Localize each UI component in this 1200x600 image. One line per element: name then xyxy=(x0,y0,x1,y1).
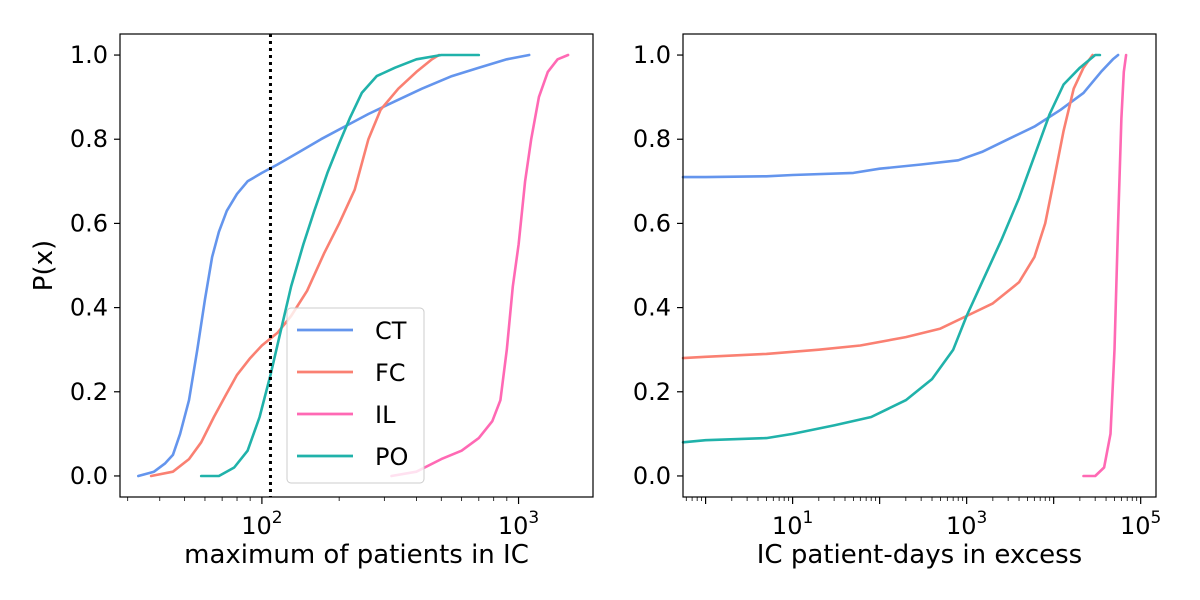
y-tick-label: 0.0 xyxy=(633,462,671,490)
right-x-axis-label: IC patient-days in excess xyxy=(757,540,1082,570)
y-tick-label: 0.6 xyxy=(70,209,108,237)
right-chart-panel: 0.0 0.2 0.4 0.6 0.8 1.0 101 103 105 IC patient-… xyxy=(633,33,1161,570)
y-tick-label: 0.4 xyxy=(70,294,108,322)
x-tick-label: 105 xyxy=(1120,508,1161,540)
legend: CT FC IL PO xyxy=(286,307,425,484)
x-tick-label: 102 xyxy=(241,508,282,540)
series-line-il xyxy=(1082,53,1128,478)
left-chart-panel: 0.0 0.2 0.4 0.6 0.8 1.0 102 103 maximum of pat… xyxy=(29,33,594,570)
legend-label-po: PO xyxy=(375,443,408,471)
series-line-ct xyxy=(137,53,531,478)
series-line-fc xyxy=(681,53,1094,360)
y-tick-label: 0.8 xyxy=(70,125,108,153)
right-plot-frame xyxy=(682,33,1157,498)
right-x-ticks: 101 103 105 xyxy=(685,497,1161,540)
series-line-il xyxy=(390,53,570,478)
left-y-axis-label: P(x) xyxy=(29,240,59,291)
y-tick-label: 0.0 xyxy=(70,462,108,490)
series-line-ct xyxy=(681,53,1120,179)
series-line-po xyxy=(199,53,481,478)
left-x-axis-label: maximum of patients in IC xyxy=(184,540,529,570)
x-tick-label: 101 xyxy=(772,508,813,540)
left-series-lines xyxy=(137,53,570,478)
series-line-po xyxy=(681,53,1102,444)
right-series-lines xyxy=(681,53,1128,478)
x-tick-label: 103 xyxy=(946,508,987,540)
y-tick-label: 0.8 xyxy=(633,125,671,153)
y-tick-label: 1.0 xyxy=(70,41,108,69)
y-tick-label: 1.0 xyxy=(633,41,671,69)
left-y-ticks: 0.0 0.2 0.4 0.6 0.8 1.0 xyxy=(70,41,120,490)
x-tick-label: 103 xyxy=(498,508,539,540)
legend-label-il: IL xyxy=(375,401,396,429)
legend-box xyxy=(286,307,425,484)
left-x-ticks: 102 103 xyxy=(127,497,539,540)
legend-label-ct: CT xyxy=(375,317,407,345)
y-tick-label: 0.4 xyxy=(633,294,671,322)
left-plot-frame xyxy=(119,33,594,498)
y-tick-label: 0.6 xyxy=(633,209,671,237)
legend-label-fc: FC xyxy=(375,359,406,387)
y-tick-label: 0.2 xyxy=(70,378,108,406)
y-tick-label: 0.2 xyxy=(633,378,671,406)
right-y-ticks: 0.0 0.2 0.4 0.6 0.8 1.0 xyxy=(633,41,683,490)
